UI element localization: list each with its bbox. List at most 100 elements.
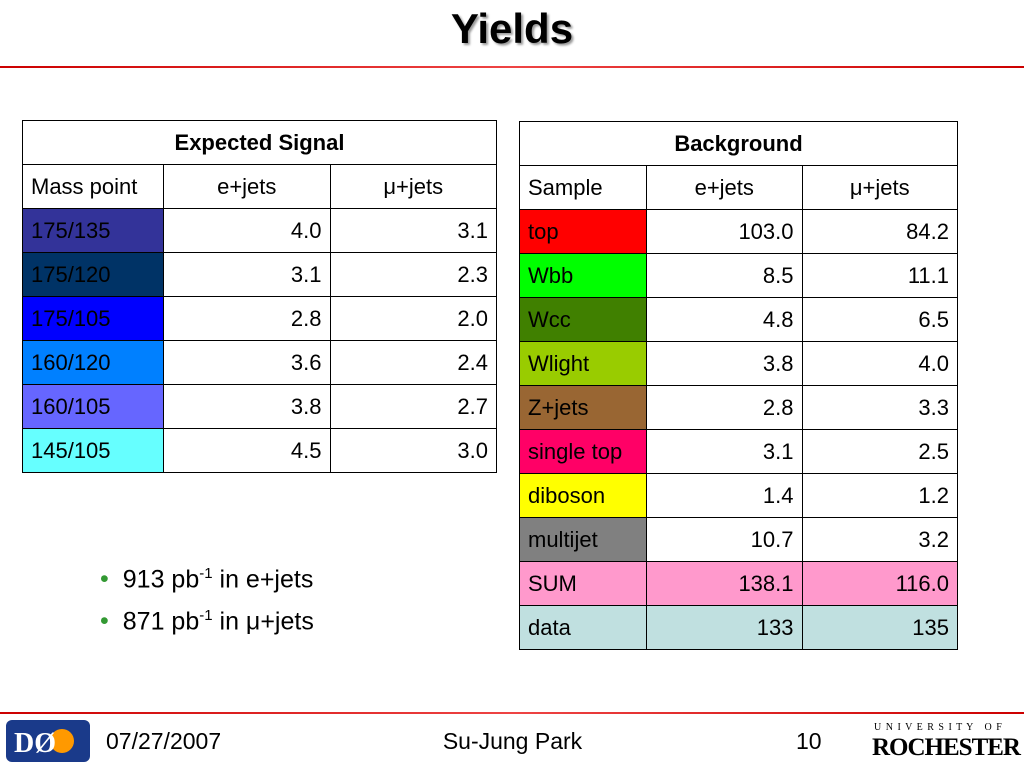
value-cell: 4.8: [646, 297, 803, 342]
column-header: μ+jets: [801, 165, 958, 210]
value-cell: 84.2: [801, 209, 958, 254]
row: Wlight 3.8 4.0: [519, 341, 958, 386]
bullet-sup: -1: [199, 565, 213, 582]
row-label: Wbb: [519, 253, 647, 298]
value-cell: 3.1: [163, 252, 331, 297]
title-rule: [0, 66, 1024, 68]
row: Z+jets 2.8 3.3: [519, 385, 958, 430]
bullet: • 913 pb-1 in e+jets: [100, 565, 313, 594]
value-cell: 4.0: [801, 341, 958, 386]
row: diboson 1.4 1.2: [519, 473, 958, 518]
row: Wbb 8.5 11.1: [519, 253, 958, 298]
bullet-sup: -1: [199, 607, 213, 624]
bullet-text: in e+jets: [212, 565, 314, 594]
row: 160/105 3.8 2.7: [22, 384, 497, 429]
row-label: 175/135: [22, 208, 164, 253]
logo-rochester: ROCHESTER: [872, 734, 1021, 761]
row-label: 175/120: [22, 252, 164, 297]
logo-burst: [50, 729, 74, 753]
row: 160/120 3.6 2.4: [22, 340, 497, 385]
footer-author: Su-Jung Park: [442, 728, 583, 754]
row-label: SUM: [519, 561, 647, 606]
bullet-dot: •: [100, 565, 109, 594]
value-cell: 2.8: [646, 385, 803, 430]
value-cell: 3.3: [801, 385, 958, 430]
row-label: Wlight: [519, 341, 647, 386]
signal-table: Expected Signal Mass point e+jets μ+jets 175…: [22, 120, 497, 473]
column-header: e+jets: [163, 164, 331, 209]
row-label: 160/120: [22, 340, 164, 385]
d0-logo: DØ: [6, 720, 90, 762]
column-header: μ+jets: [329, 164, 497, 209]
header-row: Mass point e+jets μ+jets: [22, 164, 497, 209]
value-cell: 3.2: [801, 517, 958, 562]
row: single top 3.1 2.5: [519, 429, 958, 474]
value-cell: 3.6: [163, 340, 331, 385]
logo-bg: [6, 720, 90, 762]
row-label: Z+jets: [519, 385, 647, 430]
title: Yields: [450, 5, 574, 52]
value-cell: 2.8: [163, 296, 331, 341]
value-cell: 1.2: [801, 473, 958, 518]
row: 175/105 2.8 2.0: [22, 296, 497, 341]
value-cell: 11.1: [801, 253, 958, 298]
background-table: Background Sample e+jets μ+jets top 103.0 84.2…: [519, 121, 958, 650]
value-cell: 8.5: [646, 253, 803, 298]
footer-date: 07/27/2007: [106, 728, 222, 754]
row-label: single top: [519, 429, 647, 474]
value-cell: 2.4: [329, 340, 497, 385]
value-cell: 133: [646, 605, 803, 650]
value-cell: 103.0: [646, 209, 803, 254]
row: SUM 138.1 116.0: [519, 561, 958, 606]
value-cell: 2.5: [801, 429, 958, 474]
value-cell: 138.1: [646, 561, 803, 606]
value-cell: 3.1: [646, 429, 803, 474]
table-title: Background: [519, 121, 958, 166]
header-row: Sample e+jets μ+jets: [519, 165, 958, 210]
value-cell: 6.5: [801, 297, 958, 342]
row-label: 175/105: [22, 296, 164, 341]
value-cell: 3.8: [163, 384, 331, 429]
footer-rule: [0, 712, 1024, 714]
bullet-dot: •: [100, 607, 109, 636]
footer-page: 10: [796, 728, 822, 754]
row: 145/105 4.5 3.0: [22, 428, 497, 473]
logo-univ: U N I V E R S I T Y O F: [874, 722, 1003, 733]
row: Wcc 4.8 6.5: [519, 297, 958, 342]
column-header: e+jets: [646, 165, 803, 210]
bullet-text: 871 pb: [122, 607, 200, 636]
value-cell: 2.7: [329, 384, 497, 429]
row: 175/120 3.1 2.3: [22, 252, 497, 297]
row-label: diboson: [519, 473, 647, 518]
title-row: Expected Signal: [22, 120, 497, 165]
title-row: Background: [519, 121, 958, 166]
value-cell: 3.8: [646, 341, 803, 386]
logo-text: DØ: [14, 728, 56, 759]
bullet-text: in μ+jets: [212, 607, 314, 636]
value-cell: 10.7: [646, 517, 803, 562]
table-title: Expected Signal: [22, 120, 497, 165]
row: 175/135 4.0 3.1: [22, 208, 497, 253]
value-cell: 3.1: [329, 208, 497, 253]
row-label: data: [519, 605, 647, 650]
value-cell: 2.3: [329, 252, 497, 297]
row-label: multijet: [519, 517, 647, 562]
value-cell: 116.0: [801, 561, 958, 606]
value-cell: 1.4: [646, 473, 803, 518]
row-label: top: [519, 209, 647, 254]
row-label: 160/105: [22, 384, 164, 429]
value-cell: 3.0: [329, 428, 497, 473]
value-cell: 2.0: [329, 296, 497, 341]
column-header: Mass point: [22, 164, 164, 209]
column-header: Sample: [519, 165, 647, 210]
bullet: • 871 pb-1 in μ+jets: [100, 607, 314, 636]
value-cell: 4.5: [163, 428, 331, 473]
row: data 133 135: [519, 605, 958, 650]
row: multijet 10.7 3.2: [519, 517, 958, 562]
value-cell: 135: [801, 605, 958, 650]
row: top 103.0 84.2: [519, 209, 958, 254]
value-cell: 4.0: [163, 208, 331, 253]
row-label: Wcc: [519, 297, 647, 342]
row-label: 145/105: [22, 428, 164, 473]
